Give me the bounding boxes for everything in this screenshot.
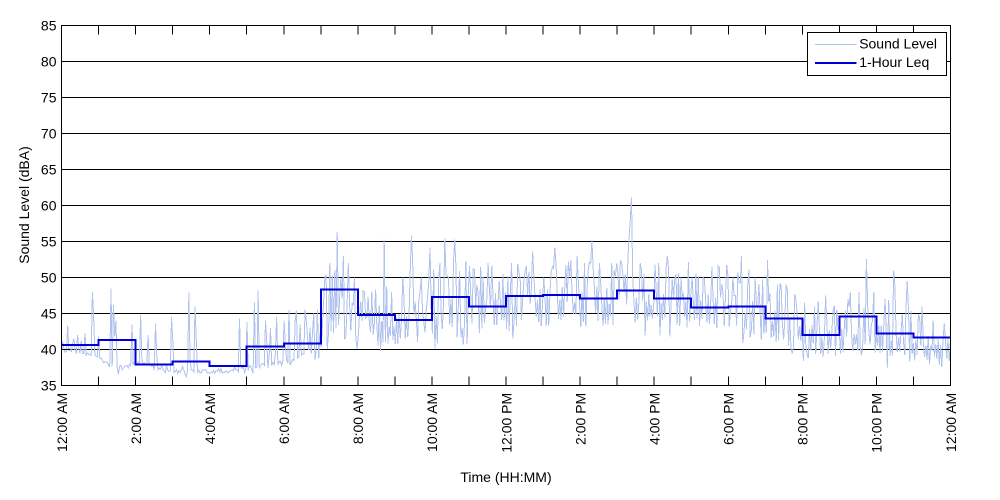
svg-text:6:00 PM: 6:00 PM: [721, 393, 737, 445]
svg-text:Time (HH:MM): Time (HH:MM): [460, 469, 551, 485]
svg-text:12:00 AM: 12:00 AM: [943, 393, 959, 452]
svg-text:40: 40: [41, 342, 57, 358]
svg-text:4:00 AM: 4:00 AM: [202, 393, 218, 444]
svg-text:4:00 PM: 4:00 PM: [647, 393, 663, 445]
svg-text:12:00 AM: 12:00 AM: [54, 393, 70, 452]
svg-text:10:00 PM: 10:00 PM: [869, 393, 885, 453]
svg-text:6:00 AM: 6:00 AM: [276, 393, 292, 444]
svg-text:55: 55: [41, 234, 57, 250]
svg-text:70: 70: [41, 126, 57, 142]
svg-text:80: 80: [41, 54, 57, 70]
svg-text:Sound Level: Sound Level: [859, 35, 937, 51]
svg-text:2:00 PM: 2:00 PM: [572, 393, 588, 445]
svg-text:50: 50: [41, 270, 57, 286]
svg-text:1-Hour Leq: 1-Hour Leq: [859, 54, 929, 70]
svg-text:8:00 PM: 8:00 PM: [795, 393, 811, 445]
svg-text:2:00 AM: 2:00 AM: [128, 393, 144, 444]
svg-text:12:00 PM: 12:00 PM: [498, 393, 514, 453]
svg-text:60: 60: [41, 198, 57, 214]
svg-text:65: 65: [41, 162, 57, 178]
svg-text:8:00 AM: 8:00 AM: [350, 393, 366, 444]
svg-text:Sound Level (dBA): Sound Level (dBA): [16, 146, 32, 264]
svg-text:35: 35: [41, 378, 57, 394]
svg-text:10:00 AM: 10:00 AM: [424, 393, 440, 452]
svg-text:45: 45: [41, 306, 57, 322]
svg-text:85: 85: [41, 18, 57, 34]
svg-text:75: 75: [41, 90, 57, 106]
